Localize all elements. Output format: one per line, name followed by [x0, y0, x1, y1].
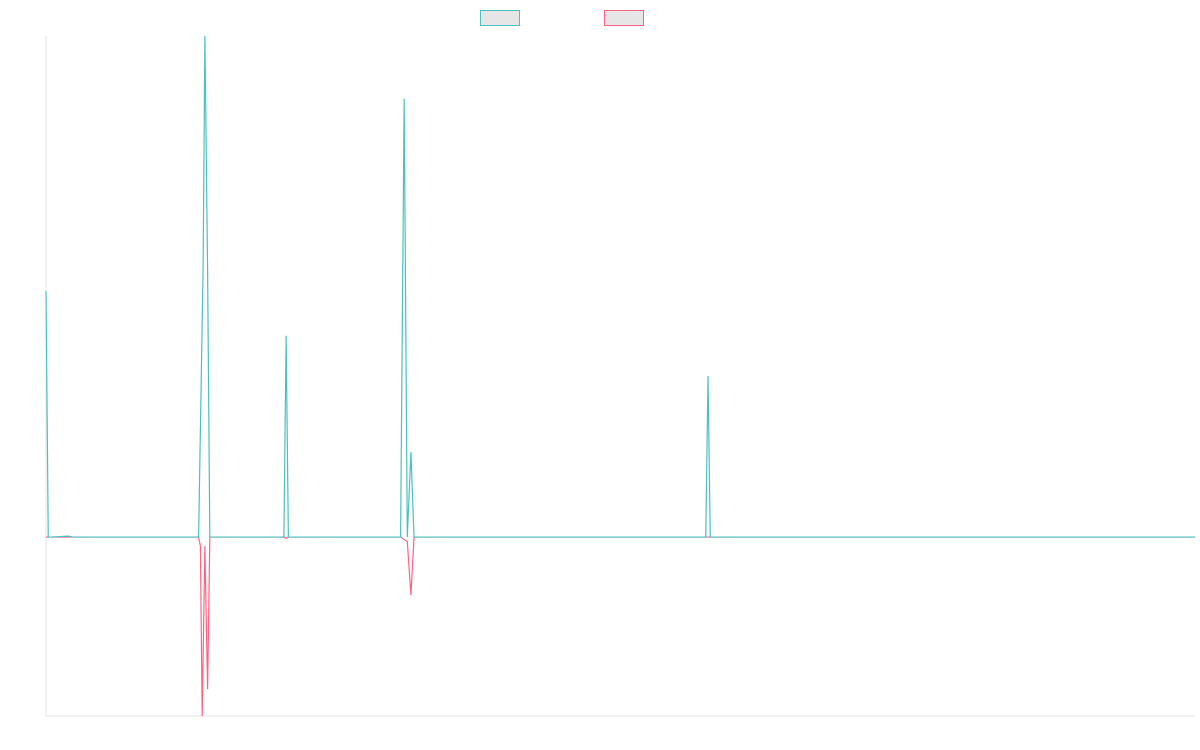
series-layer	[45, 35, 1195, 717]
series-1-line	[45, 35, 1195, 538]
legend-swatch-series-1	[480, 10, 520, 26]
legend	[0, 9, 1200, 27]
legend-swatch-series-2	[604, 10, 644, 26]
legend-item-series-1[interactable]	[480, 9, 520, 27]
series-2-line	[46, 536, 1195, 717]
legend-item-series-2[interactable]	[604, 9, 644, 27]
